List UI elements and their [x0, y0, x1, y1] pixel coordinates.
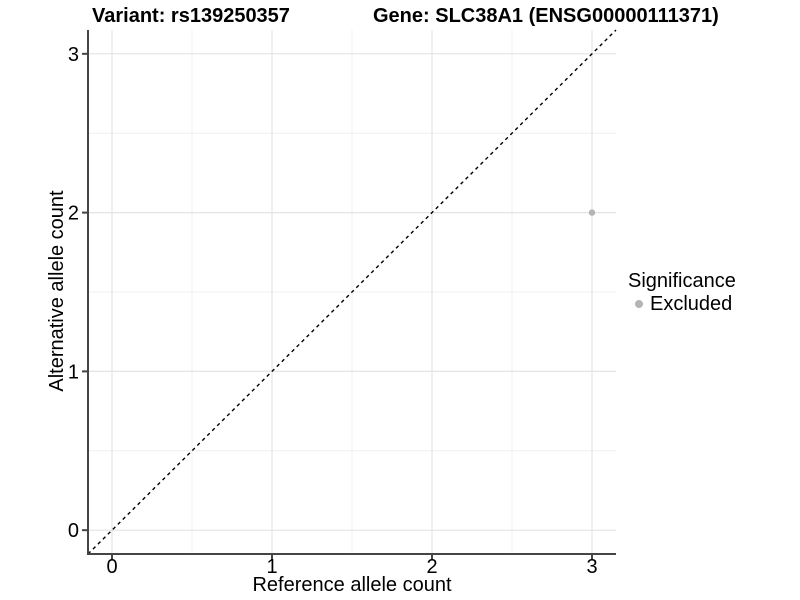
identity-line: [87, 29, 617, 555]
y-tick-label: 2: [68, 203, 79, 225]
x-tick-label: 2: [426, 556, 437, 578]
y-tick-label: 1: [68, 361, 79, 383]
legend-item-label: Excluded: [650, 293, 733, 315]
variant-title: Variant: rs139250357: [92, 5, 290, 27]
data-point: [588, 209, 596, 216]
x-tick-label: 0: [106, 556, 117, 578]
gene-title: Gene: SLC38A1 (ENSG00000111371): [373, 5, 719, 27]
x-tick-label: 1: [266, 556, 277, 578]
excluded-point-icon: [635, 300, 643, 308]
legend: Significance Excluded: [628, 270, 736, 315]
y-axis-title: Alternative allele count: [46, 190, 68, 392]
legend-title: Significance: [628, 270, 736, 292]
y-tick-label: 3: [68, 44, 79, 66]
x-tick-label: 3: [586, 556, 597, 578]
legend-item-excluded: Excluded: [631, 293, 736, 315]
x-axis-title: Reference allele count: [252, 574, 452, 596]
y-tick-label: 0: [68, 520, 79, 542]
